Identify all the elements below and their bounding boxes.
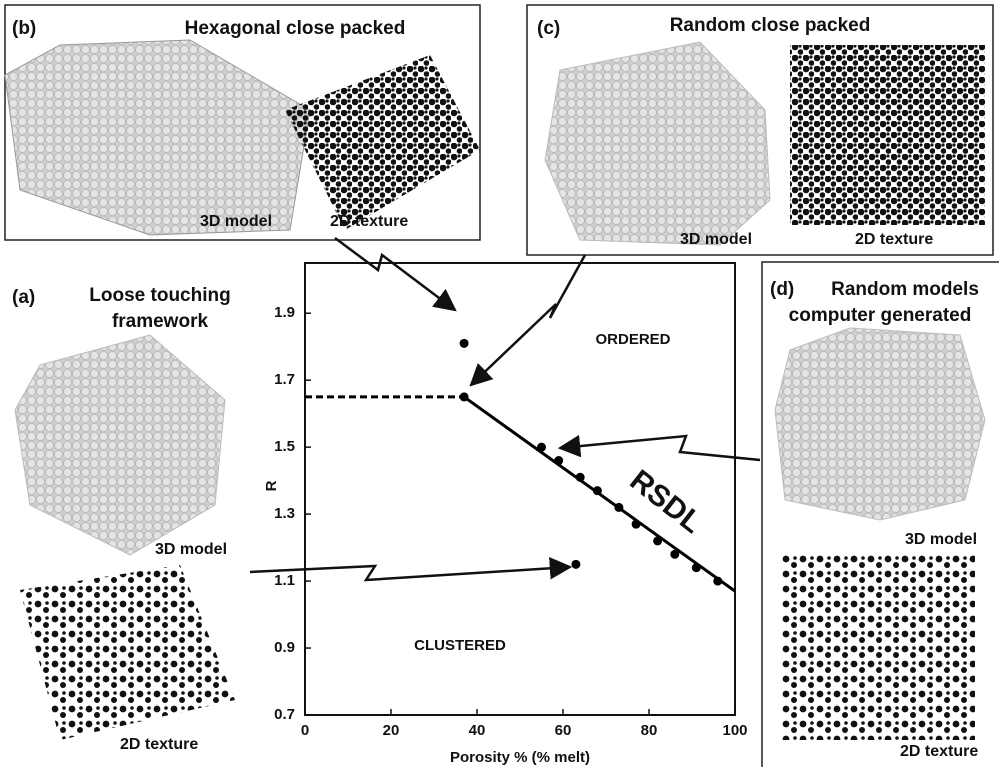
arrow xyxy=(335,238,455,310)
panel-title: Loose touching xyxy=(89,285,230,306)
model-3d xyxy=(545,42,770,245)
y-tick-label: 0.9 xyxy=(274,639,295,656)
panel-title: Random models xyxy=(831,279,979,300)
caption: 2D texture xyxy=(855,231,933,248)
texture-2d xyxy=(790,45,985,225)
caption: 2D texture xyxy=(330,213,408,230)
point xyxy=(653,536,662,545)
y-tick-label: 1.5 xyxy=(274,438,295,455)
caption: 3D model xyxy=(200,213,272,230)
annotation: CLUSTERED xyxy=(414,637,506,654)
panel-title: Random close packed xyxy=(670,15,871,36)
texture-2d xyxy=(780,555,975,740)
model-3d xyxy=(5,40,310,235)
y-tick-label: 1.3 xyxy=(274,505,295,522)
figure: (b) Hexagonal close packed 3D model 2D t… xyxy=(0,0,999,767)
point xyxy=(537,443,546,452)
y-tick-label: 1.9 xyxy=(274,304,295,321)
x-tick-label: 100 xyxy=(722,722,747,739)
caption: 2D texture xyxy=(120,736,198,753)
x-axis-label: Porosity % (% melt) xyxy=(450,749,590,766)
point xyxy=(554,456,563,465)
plot: 0.7 0.9 1.1 1.3 1.5 1.7 1.9 0 20 40 60 80 100 Porosit… xyxy=(263,263,748,766)
point xyxy=(632,520,641,529)
model-3d xyxy=(775,328,985,520)
caption: 3D model xyxy=(155,541,227,558)
panel-label: (c) xyxy=(537,18,560,39)
panel-title: framework xyxy=(112,311,209,332)
caption: 3D model xyxy=(680,231,752,248)
y-tick-label: 1.7 xyxy=(274,371,295,388)
point xyxy=(460,392,469,401)
point xyxy=(692,563,701,572)
arrow xyxy=(471,255,585,385)
point xyxy=(670,550,679,559)
panel-title: Hexagonal close packed xyxy=(185,18,406,39)
x-tick-label: 60 xyxy=(555,722,572,739)
panel-label: (a) xyxy=(12,287,35,308)
point xyxy=(614,503,623,512)
arrow xyxy=(250,566,570,580)
caption: 3D model xyxy=(905,531,977,548)
point xyxy=(576,473,585,482)
texture-2d xyxy=(20,565,235,740)
x-tick-label: 40 xyxy=(469,722,486,739)
x-tick-label: 0 xyxy=(301,722,309,739)
point xyxy=(571,560,580,569)
x-tick-label: 80 xyxy=(641,722,658,739)
panel-title: computer generated xyxy=(789,305,972,326)
caption: 2D texture xyxy=(900,743,978,760)
y-tick-label: 1.1 xyxy=(274,572,295,589)
point xyxy=(460,339,469,348)
texture-2d xyxy=(285,55,480,230)
annotation: ORDERED xyxy=(595,331,670,348)
point xyxy=(713,577,722,586)
panel-label: (d) xyxy=(770,279,794,300)
x-tick-label: 20 xyxy=(383,722,400,739)
y-axis-label: R xyxy=(263,480,280,491)
model-3d xyxy=(15,335,225,555)
point xyxy=(593,486,602,495)
panel-label: (b) xyxy=(12,18,36,39)
y-tick-label: 0.7 xyxy=(274,706,295,723)
arrow xyxy=(560,436,760,460)
